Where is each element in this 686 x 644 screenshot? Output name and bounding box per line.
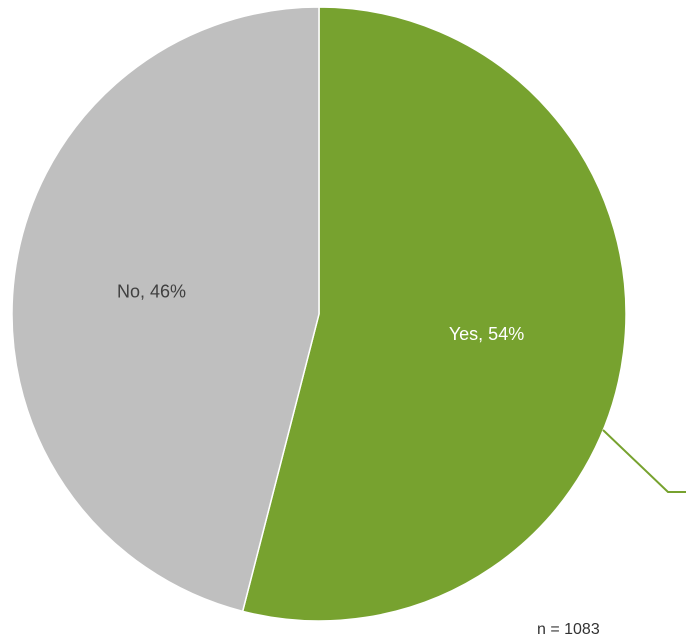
slice-labels: Yes, 54% No, 46% bbox=[117, 282, 524, 344]
slice-label-no: No, 46% bbox=[117, 282, 186, 302]
slice-label-yes: Yes, 54% bbox=[449, 324, 524, 344]
pie-slices bbox=[11, 6, 627, 622]
pie-slice-no bbox=[11, 6, 320, 613]
leader-line bbox=[602, 429, 686, 493]
sample-size-note: n = 1083 bbox=[537, 621, 600, 638]
pie-slice-yes bbox=[241, 6, 627, 622]
